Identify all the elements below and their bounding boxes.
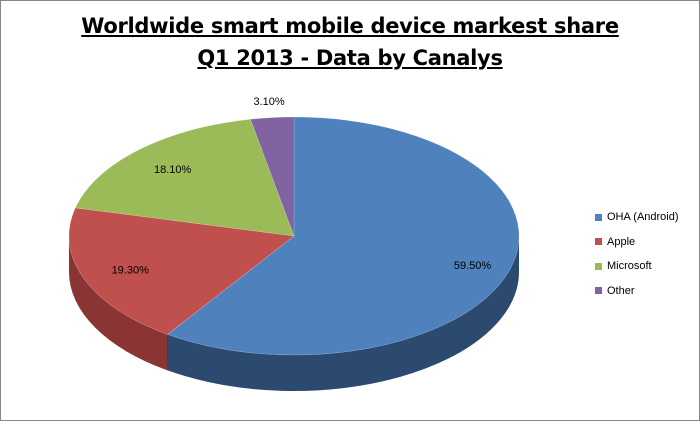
legend-label-microsoft: Microsoft (607, 260, 652, 273)
data-label-apple: 19.30% (112, 264, 150, 276)
chart-subtitle: Q1 2013 - Data by Canalys (197, 46, 503, 70)
data-label-android: 59.50% (454, 260, 492, 272)
chart-title: Worldwide smart mobile device markest sh… (81, 14, 619, 38)
pie-slice-other (250, 116, 295, 237)
legend: OHA (Android) Apple Microsoft Other (595, 205, 679, 303)
data-label-microsoft: 18.10% (154, 164, 192, 176)
pie-slice-microsoft (74, 118, 295, 237)
pie-slice-apple (68, 207, 295, 335)
legend-swatch-microsoft (595, 262, 602, 270)
pie-side-apple (69, 236, 168, 371)
pie-slice-android (166, 116, 520, 356)
legend-swatch-apple (595, 238, 602, 246)
legend-label-apple: Apple (607, 235, 636, 248)
legend-swatch-other (595, 287, 602, 295)
data-label-other: 3.10% (253, 96, 284, 108)
legend-label-other: Other (607, 284, 635, 297)
legend-item-other: Other (595, 279, 679, 304)
legend-swatch-android (595, 213, 602, 221)
legend-item-android: OHA (Android) (595, 205, 679, 230)
pie-side-android (167, 236, 519, 391)
legend-label-android: OHA (Android) (607, 211, 679, 224)
legend-item-apple: Apple (595, 230, 679, 255)
legend-item-microsoft: Microsoft (595, 254, 679, 279)
